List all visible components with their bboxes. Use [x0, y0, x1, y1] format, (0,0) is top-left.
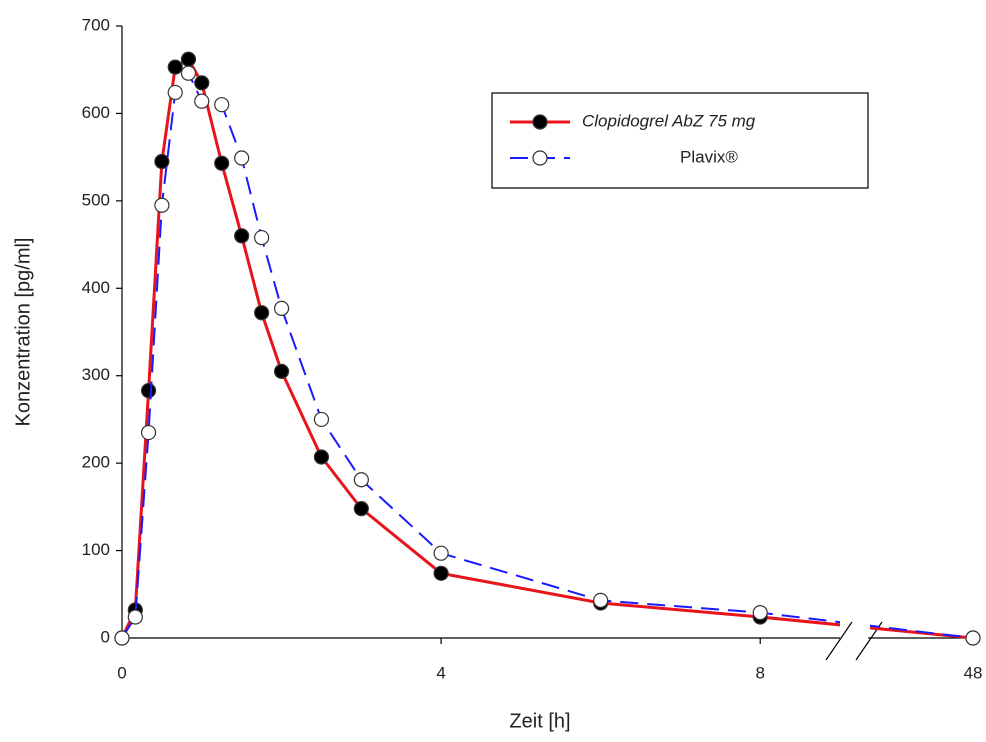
data-point	[965, 630, 981, 646]
data-point	[353, 472, 369, 488]
legend-label: Plavix®	[680, 147, 738, 166]
data-point	[114, 630, 130, 646]
x-axis-title: Zeit [h]	[509, 710, 570, 732]
data-point	[234, 150, 250, 166]
y-tick-label: 400	[82, 278, 110, 297]
legend-marker	[532, 150, 548, 166]
data-point	[313, 411, 330, 428]
data-point	[273, 300, 290, 316]
data-point	[167, 84, 183, 101]
data-point	[154, 153, 170, 170]
data-point	[140, 424, 157, 441]
y-axis-title: Konzentration [pg/ml]	[12, 238, 34, 427]
data-point	[127, 609, 143, 625]
y-tick-label: 300	[82, 365, 110, 384]
data-point	[180, 51, 197, 67]
data-point	[180, 65, 197, 81]
x-tick-label: 4	[436, 663, 445, 682]
y-tick-label: 0	[101, 627, 110, 646]
data-point	[433, 565, 449, 581]
y-tick-label: 700	[82, 15, 110, 34]
data-point	[752, 605, 768, 621]
data-point	[313, 449, 330, 465]
data-point	[167, 59, 183, 75]
data-point	[353, 501, 369, 517]
y-tick-label: 500	[82, 190, 110, 209]
data-point	[433, 545, 449, 561]
data-point	[254, 229, 270, 246]
data-point	[234, 228, 250, 244]
data-point	[214, 97, 230, 113]
x-tick-label: 0	[117, 663, 126, 682]
data-point	[593, 592, 609, 609]
y-tick-label: 100	[82, 540, 110, 559]
axis-break	[825, 621, 853, 661]
data-point	[194, 75, 210, 91]
data-point	[254, 305, 270, 321]
data-point	[214, 155, 230, 171]
data-point	[140, 382, 157, 399]
legend	[491, 92, 869, 189]
x-tick-label: 8	[755, 663, 764, 682]
legend-marker	[532, 114, 548, 130]
legend-label: Clopidogrel AbZ 75 mg	[582, 111, 756, 130]
x-tick-label: 48	[964, 663, 983, 682]
axes	[121, 26, 973, 661]
y-tick-label: 200	[82, 453, 110, 472]
data-point	[273, 363, 290, 379]
data-point	[154, 197, 170, 213]
data-point	[194, 93, 210, 109]
y-tick-label: 600	[82, 103, 110, 122]
